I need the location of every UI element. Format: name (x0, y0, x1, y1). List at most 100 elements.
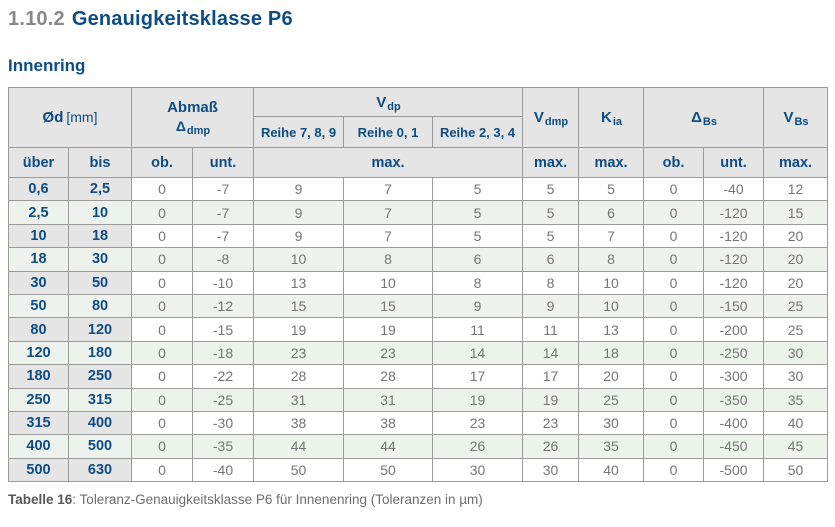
range-cell: 18 (8, 247, 69, 272)
section-number: 1.10.2 (8, 8, 65, 30)
value-cell: 13 (253, 270, 345, 295)
subtitle-innenring: Innenring (8, 56, 86, 75)
table-row: 120 180 0 -18 23 23 14 14 18 0 -250 30 (8, 340, 829, 366)
col-header-vdp: Vdp (253, 87, 524, 117)
value-cell: 8 (343, 247, 434, 272)
header-row-groups: Ød [mm] Abmaß Δdmp Vdp Vdmp Kia ΔBs VBs (7, 87, 829, 148)
value-cell: 23 (432, 410, 524, 436)
value-cell: -22 (192, 364, 255, 389)
caption-label: Tabelle 16 (8, 492, 73, 508)
table-caption: Tabelle 16: Toleranz-Genauigkeitsklasse … (8, 492, 827, 507)
subheader-unt-bs: unt. (703, 147, 765, 178)
table-row: 10 18 0 -7 9 7 5 5 7 0 -120 20 (8, 223, 829, 249)
value-cell: 9 (253, 223, 345, 249)
value-cell: 17 (432, 364, 524, 389)
value-cell: -7 (192, 176, 255, 202)
value-cell: 5 (432, 200, 524, 225)
value-cell: -8 (192, 247, 255, 272)
value-cell: 7 (343, 223, 434, 249)
value-cell: -12 (192, 293, 255, 319)
value-cell: 0 (643, 247, 705, 272)
table-row: 2,5 10 0 -7 9 7 5 5 6 0 -120 15 (8, 200, 829, 225)
value-cell: 6 (522, 247, 580, 272)
value-cell: 26 (432, 434, 524, 459)
value-cell: 9 (253, 200, 345, 225)
value-cell: 10 (253, 247, 345, 272)
range-cell: 10 (67, 200, 133, 225)
value-cell: 20 (578, 364, 645, 389)
value-cell: 19 (343, 317, 434, 342)
subheader-max-vbs: max. (763, 147, 829, 178)
value-cell: 11 (522, 317, 580, 342)
table-header: Ød [mm] Abmaß Δdmp Vdp Vdmp Kia ΔBs VBs R… (7, 87, 829, 178)
table-row: 50 80 0 -12 15 15 9 9 10 0 -150 25 (8, 293, 829, 319)
range-cell: 80 (67, 293, 133, 319)
table-row: 30 50 0 -10 13 10 8 8 10 0 -120 20 (8, 270, 829, 295)
value-cell: 30 (432, 457, 524, 483)
range-cell: 2,5 (8, 200, 69, 225)
range-cell: 18 (67, 223, 133, 249)
header-row-sub: über bis ob. unt. max. max. max. ob. unt… (8, 147, 829, 178)
col-header-delta-bs: ΔBs (643, 87, 765, 148)
value-cell: 5 (522, 223, 580, 249)
value-cell: -15 (192, 317, 255, 342)
value-cell: 7 (578, 223, 645, 249)
subheader-unt-dmp: unt. (192, 147, 255, 178)
value-cell: -400 (703, 410, 765, 436)
value-cell: 44 (253, 434, 345, 459)
value-cell: 28 (343, 364, 434, 389)
value-cell: 44 (343, 434, 434, 459)
value-cell: 35 (578, 434, 645, 459)
value-cell: 0 (131, 200, 194, 225)
value-cell: 45 (763, 434, 829, 459)
abmass-symbol-line: Δdmp (175, 117, 211, 137)
table-row: 250 315 0 -25 31 31 19 19 25 0 -350 35 (8, 387, 829, 412)
value-cell: -300 (703, 364, 765, 389)
value-cell: -120 (703, 270, 765, 295)
value-cell: 23 (522, 410, 580, 436)
range-cell: 630 (67, 457, 133, 483)
value-cell: 31 (253, 387, 345, 412)
range-cell: 250 (8, 387, 69, 412)
value-cell: 20 (763, 223, 829, 249)
value-cell: 10 (343, 270, 434, 295)
value-cell: 5 (432, 223, 524, 249)
value-cell: 38 (343, 410, 434, 436)
value-cell: 8 (578, 247, 645, 272)
value-cell: 19 (522, 387, 580, 412)
col-header-vbs: VBs (763, 87, 829, 148)
value-cell: 8 (522, 270, 580, 295)
value-cell: 26 (522, 434, 580, 459)
value-cell: -200 (703, 317, 765, 342)
range-cell: 400 (8, 434, 69, 459)
value-cell: 0 (643, 176, 705, 202)
value-cell: 0 (131, 340, 194, 366)
abmass-label: Abmaß (167, 98, 218, 116)
section-title: Genauigkeitsklasse P6 (71, 8, 293, 30)
value-cell: 0 (643, 200, 705, 225)
value-cell: 0 (643, 340, 705, 366)
value-cell: 10 (578, 270, 645, 295)
value-cell: -250 (703, 340, 765, 366)
col-header-reihe-234: Reihe 2, 3, 4 (432, 116, 524, 148)
value-cell: 0 (131, 410, 194, 436)
value-cell: 25 (578, 387, 645, 412)
value-cell: 20 (763, 247, 829, 272)
range-cell: 400 (67, 410, 133, 436)
table-row: 500 630 0 -40 50 50 30 30 40 0 -500 50 (8, 457, 829, 483)
value-cell: 10 (578, 293, 645, 319)
range-cell: 120 (8, 340, 69, 366)
value-cell: 8 (432, 270, 524, 295)
range-cell: 250 (67, 364, 133, 389)
table-row: 400 500 0 -35 44 44 26 26 35 0 -450 45 (8, 434, 829, 459)
value-cell: 5 (522, 200, 580, 225)
value-cell: 5 (432, 176, 524, 202)
value-cell: -120 (703, 200, 765, 225)
value-cell: 0 (131, 247, 194, 272)
value-cell: 0 (643, 223, 705, 249)
value-cell: 11 (432, 317, 524, 342)
value-cell: 30 (763, 364, 829, 389)
table-row: 18 30 0 -8 10 8 6 6 8 0 -120 20 (8, 247, 829, 272)
range-cell: 2,5 (67, 176, 133, 202)
value-cell: 0 (131, 176, 194, 202)
